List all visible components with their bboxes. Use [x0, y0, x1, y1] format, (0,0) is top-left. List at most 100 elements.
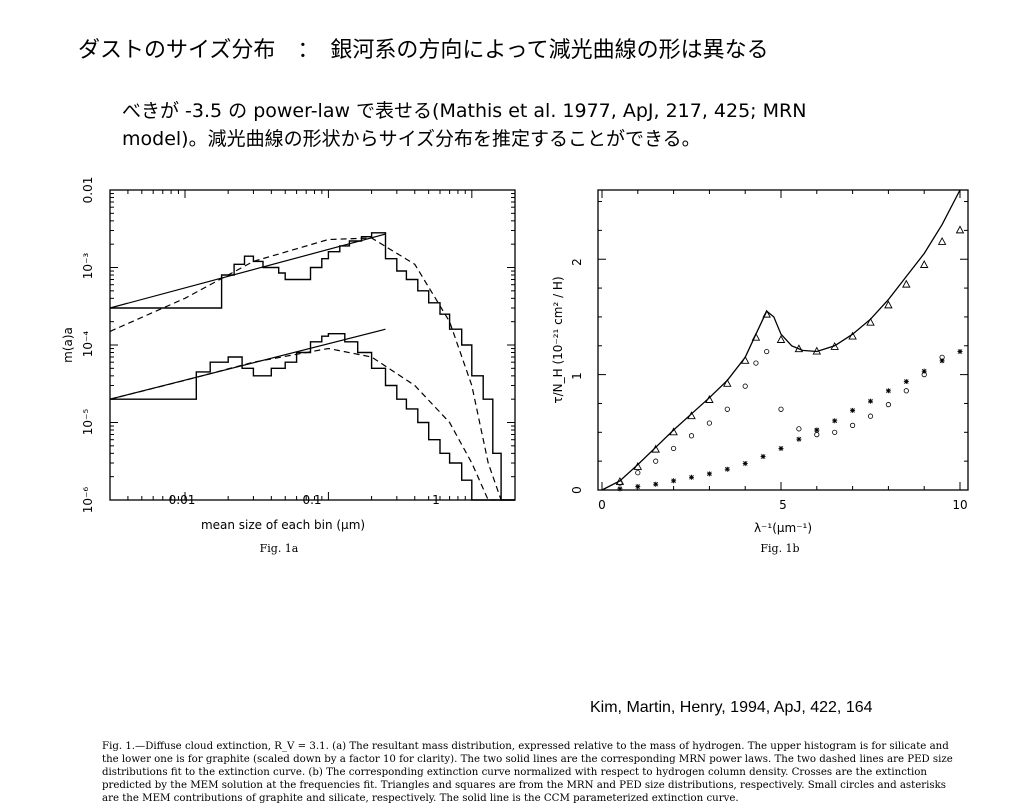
caption-line: the lower one is for graphite (scaled do…	[102, 753, 953, 765]
panel-a-frame	[109, 189, 516, 501]
panel-a-x-tick-1: 0.1	[302, 493, 321, 507]
panel-a-series-dashed-5	[109, 347, 502, 501]
panel-a-series-histogram-0	[110, 232, 515, 501]
slide-body: べきが -3.5 の power-law で表せる(Mathis et al. …	[122, 97, 982, 153]
panel-b-x-tick-0: 0	[598, 498, 606, 512]
panel-a-x-tick-0: 0.01	[169, 493, 196, 507]
panel-b-triangle-square-marker	[812, 346, 822, 355]
panel-b-small-circle-marker	[688, 433, 695, 439]
panel-b-asterisk-marker	[671, 478, 677, 484]
panel-b-triangle-square-marker	[830, 341, 839, 350]
panel-a-fig-label: Fig. 1a	[260, 542, 299, 555]
panel-b-triangle-square-marker	[884, 300, 893, 309]
panel-b-small-circle-marker	[753, 360, 759, 366]
panel-b-asterisk-marker	[653, 481, 659, 487]
panel-b-small-circle-marker	[617, 480, 623, 486]
figure-caption: Fig. 1.—Diffuse cloud extinction, R_V = …	[102, 741, 1024, 806]
panel-b-asterisk-marker	[778, 445, 784, 451]
panel-b-asterisk-marker	[903, 379, 909, 385]
panel-a-xlabel: mean size of each bin (μm)	[201, 518, 365, 532]
body-line: べきが -3.5 の power-law で表せる(Mathis et al. …	[122, 100, 807, 122]
panel-b-small-circle-marker	[778, 406, 784, 412]
panel-b-asterisk-marker	[689, 474, 694, 480]
panel-b-y-tick-1: 1	[570, 372, 584, 380]
panel-b-asterisk-marker	[868, 398, 873, 404]
panel-a-series-dashed-4	[109, 237, 502, 501]
panel-b-small-circle-marker	[706, 420, 713, 426]
panel-a-series-histogram-1	[110, 333, 515, 501]
caption-line: are the MEM contributions of graphite an…	[102, 792, 739, 804]
panel-a: 10⁻⁶ 10⁻⁵ 10⁻⁴ 10⁻³ 0.01 m(a)a 0.01 0.1 …	[61, 177, 516, 555]
panel-a-x-tick-2: 1	[432, 493, 440, 507]
panel-b-triangle-square-marker	[633, 461, 643, 470]
panel-b-triangle-square-marker	[651, 444, 660, 453]
panel-b-triangle-square-marker	[794, 344, 804, 353]
panel-b-small-circle-marker	[670, 445, 677, 452]
panel-b-asterisk-marker	[921, 368, 927, 374]
panel-b-triangle-square-marker	[705, 395, 714, 403]
slide-title: ダストのサイズ分布 ： 銀河系の方向によって減光曲線の形は異なる	[78, 38, 769, 63]
caption-line: Fig. 1.—Diffuse cloud extinction, R_V = …	[102, 741, 949, 752]
panel-b-asterisk-marker	[814, 427, 820, 433]
panel-b-asterisk-marker	[706, 471, 712, 477]
panel-b-small-circle-marker	[903, 388, 909, 394]
panel-b-asterisk-marker	[635, 484, 641, 490]
panel-b-fig-label: Fig. 1b	[760, 542, 799, 555]
panel-b-asterisk-marker	[939, 358, 945, 364]
panel-b-ccm-curve	[601, 189, 961, 491]
panel-b-triangle-square-marker	[955, 225, 965, 234]
panel-a-y-tick-3: 10⁻³	[81, 253, 95, 280]
panel-b-asterisk-marker	[742, 460, 748, 466]
panel-b: 0 1 2 τ/N_H (10⁻²¹ cm² / H) 0 5 10 λ⁻¹(μ…	[551, 189, 969, 555]
panel-b-triangle-square-marker	[762, 309, 771, 318]
panel-b-asterisk-marker	[796, 436, 802, 442]
panel-b-asterisk-marker	[957, 349, 963, 355]
panel-b-small-circle-marker	[742, 383, 748, 389]
panel-b-small-circle-marker	[724, 406, 730, 412]
panel-b-asterisk-marker	[885, 388, 891, 394]
panel-b-triangle-square-marker	[776, 335, 786, 343]
panel-b-small-circle-marker	[796, 426, 802, 432]
panel-b-triangle-square-marker	[937, 236, 947, 245]
panel-b-triangle-square-marker	[751, 332, 761, 341]
citation: Kim, Martin, Henry, 1994, ApJ, 422, 164	[590, 699, 873, 716]
panel-b-small-circle-marker	[885, 402, 892, 408]
panel-b-asterisk-marker	[832, 418, 838, 424]
panel-b-small-circle-marker	[814, 432, 820, 438]
panel-a-y-tick-0: 10⁻⁶	[81, 487, 95, 514]
figure: 10⁻⁶ 10⁻⁵ 10⁻⁴ 10⁻³ 0.01 m(a)a 0.01 0.1 …	[48, 172, 978, 804]
panel-b-ylabel: τ/N_H (10⁻²¹ cm² / H)	[551, 276, 565, 403]
panel-b-small-circle-marker	[867, 413, 874, 419]
panel-b-triangle-square-marker	[848, 331, 857, 340]
panel-b-triangle-square-marker	[902, 279, 911, 288]
panel-b-asterisk-marker	[850, 407, 856, 413]
panel-b-small-circle-marker	[764, 348, 770, 355]
caption-line: predicted by the MEM solution at the fre…	[102, 779, 947, 791]
panel-b-x-tick-2: 10	[952, 498, 967, 512]
panel-b-y-tick-0: 0	[570, 486, 584, 494]
panel-a-series-solid-2	[109, 233, 386, 309]
panel-b-triangle-square-marker	[866, 317, 875, 326]
panel-b-small-circle-marker	[635, 470, 641, 476]
panel-b-small-circle-marker	[653, 458, 659, 464]
panel-b-triangle-square-marker	[740, 355, 750, 364]
panel-a-y-tick-4: 0.01	[81, 177, 95, 204]
panel-b-triangle-square-marker	[919, 260, 929, 268]
panel-a-ylabel: m(a)a	[61, 327, 75, 363]
panel-b-triangle-square-marker	[669, 427, 678, 436]
panel-b-small-circle-marker	[832, 429, 838, 435]
panel-b-frame	[597, 189, 969, 491]
panel-b-small-circle-marker	[849, 422, 856, 428]
panel-a-y-tick-1: 10⁻⁵	[81, 409, 95, 436]
panel-b-triangle-square-marker	[723, 378, 732, 387]
panel-b-xlabel: λ⁻¹(μm⁻¹)	[754, 521, 812, 535]
panel-b-asterisk-marker	[724, 466, 730, 472]
caption-line: distributions fit to the extinction curv…	[102, 766, 927, 778]
panel-b-asterisk-marker	[760, 454, 766, 460]
body-line: model)。減光曲線の形状からサイズ分布を推定することができる。	[122, 128, 701, 150]
panel-b-triangle-square-marker	[687, 411, 696, 420]
panel-a-y-tick-2: 10⁻⁴	[81, 331, 95, 358]
panel-b-asterisk-marker	[617, 486, 623, 492]
panel-b-y-tick-2: 2	[570, 258, 584, 266]
figure-plots: 10⁻⁶ 10⁻⁵ 10⁻⁴ 10⁻³ 0.01 m(a)a 0.01 0.1 …	[61, 177, 969, 555]
